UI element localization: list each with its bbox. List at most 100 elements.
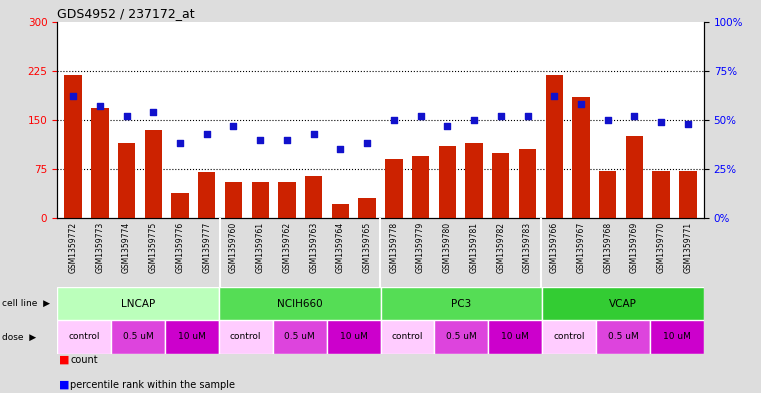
Bar bbox=[224, 182, 242, 218]
Text: GSM1359768: GSM1359768 bbox=[603, 222, 612, 273]
Point bbox=[548, 93, 560, 99]
Text: cell line  ▶: cell line ▶ bbox=[2, 299, 49, 308]
Text: GSM1359766: GSM1359766 bbox=[549, 222, 559, 273]
Point bbox=[228, 123, 240, 129]
Text: GSM1359776: GSM1359776 bbox=[176, 222, 184, 273]
Bar bbox=[326, 320, 380, 354]
Bar bbox=[492, 152, 509, 218]
Bar bbox=[650, 320, 704, 354]
Bar bbox=[546, 75, 563, 218]
Text: 0.5 uM: 0.5 uM bbox=[608, 332, 638, 342]
Bar bbox=[219, 320, 272, 354]
Text: GSM1359763: GSM1359763 bbox=[309, 222, 318, 273]
Bar bbox=[65, 75, 81, 218]
Point bbox=[174, 140, 186, 147]
Text: GSM1359761: GSM1359761 bbox=[256, 222, 265, 273]
Point bbox=[682, 121, 694, 127]
Text: count: count bbox=[70, 354, 97, 365]
Text: NCIH660: NCIH660 bbox=[277, 299, 323, 309]
Text: VCAP: VCAP bbox=[609, 299, 637, 309]
Point bbox=[602, 117, 614, 123]
Bar bbox=[198, 172, 215, 218]
Bar bbox=[543, 287, 704, 320]
Bar bbox=[385, 159, 403, 218]
Text: GSM1359771: GSM1359771 bbox=[683, 222, 693, 273]
Point bbox=[334, 146, 346, 152]
Bar bbox=[111, 320, 165, 354]
Text: GSM1359781: GSM1359781 bbox=[470, 222, 479, 273]
Bar bbox=[165, 320, 219, 354]
Text: control: control bbox=[392, 332, 423, 342]
Bar bbox=[412, 156, 429, 218]
Bar bbox=[252, 182, 269, 218]
Bar bbox=[332, 204, 349, 218]
Bar bbox=[380, 320, 435, 354]
Text: percentile rank within the sample: percentile rank within the sample bbox=[70, 380, 235, 390]
Bar bbox=[599, 171, 616, 218]
Bar bbox=[272, 320, 326, 354]
Bar bbox=[652, 171, 670, 218]
Bar bbox=[489, 320, 542, 354]
Bar bbox=[435, 320, 489, 354]
Text: 10 uM: 10 uM bbox=[663, 332, 691, 342]
Point bbox=[629, 113, 641, 119]
Point bbox=[307, 130, 320, 137]
Text: GSM1359772: GSM1359772 bbox=[68, 222, 78, 273]
Point bbox=[441, 123, 454, 129]
Text: GSM1359773: GSM1359773 bbox=[95, 222, 104, 273]
Bar bbox=[438, 146, 456, 218]
Bar bbox=[279, 182, 295, 218]
Point bbox=[147, 109, 159, 115]
Point bbox=[67, 93, 79, 99]
Text: 10 uM: 10 uM bbox=[178, 332, 205, 342]
Text: 0.5 uM: 0.5 uM bbox=[123, 332, 153, 342]
Point bbox=[655, 119, 667, 125]
Text: dose  ▶: dose ▶ bbox=[2, 332, 36, 342]
Text: control: control bbox=[68, 332, 100, 342]
Bar bbox=[543, 320, 596, 354]
Point bbox=[281, 136, 293, 143]
Text: GSM1359764: GSM1359764 bbox=[336, 222, 345, 273]
Text: GSM1359767: GSM1359767 bbox=[577, 222, 585, 273]
Bar bbox=[466, 143, 482, 218]
Text: ■: ■ bbox=[59, 354, 69, 365]
Text: GSM1359778: GSM1359778 bbox=[390, 222, 398, 273]
Bar bbox=[380, 287, 542, 320]
Point bbox=[254, 136, 266, 143]
Bar bbox=[171, 193, 189, 218]
Point bbox=[468, 117, 480, 123]
Bar bbox=[572, 97, 590, 218]
Text: 10 uM: 10 uM bbox=[339, 332, 368, 342]
Point bbox=[361, 140, 373, 147]
Bar bbox=[596, 320, 650, 354]
Point bbox=[201, 130, 213, 137]
Text: GSM1359777: GSM1359777 bbox=[202, 222, 212, 273]
Text: GSM1359783: GSM1359783 bbox=[523, 222, 532, 273]
Point bbox=[120, 113, 132, 119]
Bar bbox=[519, 149, 537, 218]
Bar bbox=[118, 143, 135, 218]
Text: GSM1359780: GSM1359780 bbox=[443, 222, 452, 273]
Text: PC3: PC3 bbox=[451, 299, 472, 309]
Text: GSM1359769: GSM1359769 bbox=[630, 222, 639, 273]
Text: control: control bbox=[553, 332, 585, 342]
Bar bbox=[145, 130, 162, 218]
Point bbox=[575, 101, 587, 107]
Point bbox=[521, 113, 533, 119]
Text: GSM1359782: GSM1359782 bbox=[496, 222, 505, 273]
Point bbox=[388, 117, 400, 123]
Text: GSM1359760: GSM1359760 bbox=[229, 222, 238, 273]
Bar bbox=[219, 287, 380, 320]
Bar bbox=[91, 108, 109, 218]
Bar bbox=[358, 198, 376, 218]
Text: LNCAP: LNCAP bbox=[121, 299, 155, 309]
Point bbox=[94, 103, 106, 109]
Text: GSM1359762: GSM1359762 bbox=[282, 222, 291, 273]
Text: 0.5 uM: 0.5 uM bbox=[446, 332, 476, 342]
Bar bbox=[626, 136, 643, 218]
Text: GSM1359765: GSM1359765 bbox=[363, 222, 371, 273]
Text: control: control bbox=[230, 332, 262, 342]
Text: GSM1359779: GSM1359779 bbox=[416, 222, 425, 273]
Text: GSM1359774: GSM1359774 bbox=[122, 222, 131, 273]
Bar bbox=[57, 287, 219, 320]
